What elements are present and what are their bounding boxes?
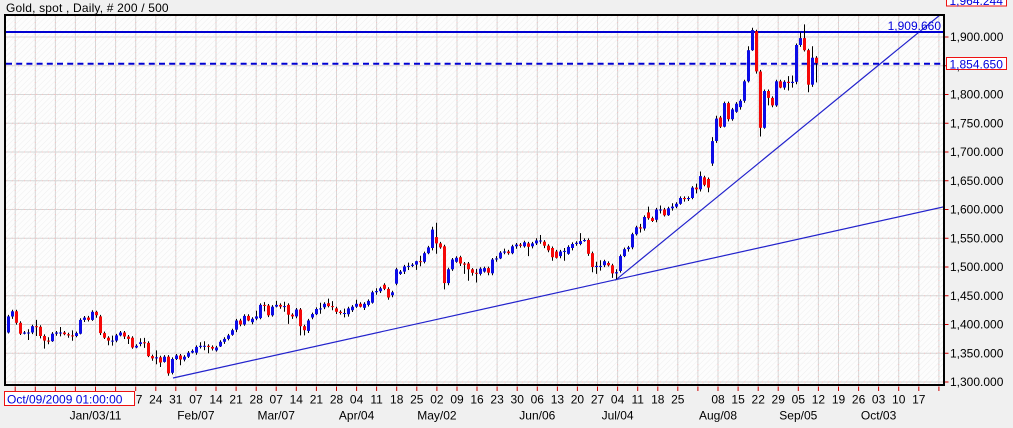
svg-text:05: 05 — [792, 393, 806, 407]
svg-text:06: 06 — [531, 393, 545, 407]
svg-text:14: 14 — [290, 393, 304, 407]
svg-text:Apr/04: Apr/04 — [339, 409, 375, 423]
svg-text:1,750.000: 1,750.000 — [950, 117, 1004, 131]
svg-text:10: 10 — [892, 393, 906, 407]
svg-text:20: 20 — [571, 393, 585, 407]
svg-text:18: 18 — [390, 393, 404, 407]
svg-text:Gold, spot , Daily, # 200 / 50: Gold, spot , Daily, # 200 / 500 — [6, 1, 169, 15]
svg-text:17: 17 — [912, 393, 926, 407]
svg-text:16: 16 — [470, 393, 484, 407]
svg-text:1,909.660: 1,909.660 — [888, 19, 942, 33]
svg-text:Sep/05: Sep/05 — [779, 409, 817, 423]
svg-text:26: 26 — [852, 393, 866, 407]
svg-text:1,854.650: 1,854.650 — [950, 57, 1004, 71]
svg-text:08: 08 — [711, 393, 725, 407]
svg-text:04: 04 — [350, 393, 364, 407]
svg-text:Jan/03/11: Jan/03/11 — [70, 409, 122, 423]
svg-text:07: 07 — [270, 393, 284, 407]
svg-text:21: 21 — [310, 393, 324, 407]
svg-text:Aug/08: Aug/08 — [699, 409, 737, 423]
svg-text:04: 04 — [611, 393, 625, 407]
svg-text:Oct/09/2009 01:00:00: Oct/09/2009 01:00:00 — [7, 393, 123, 407]
svg-text:25: 25 — [671, 393, 685, 407]
svg-text:1,900.000: 1,900.000 — [950, 30, 1004, 44]
svg-text:13: 13 — [551, 393, 565, 407]
svg-text:May/02: May/02 — [417, 409, 457, 423]
svg-text:14: 14 — [209, 393, 223, 407]
svg-text:1,400.000: 1,400.000 — [950, 318, 1004, 332]
svg-text:15: 15 — [731, 393, 745, 407]
svg-text:1,700.000: 1,700.000 — [950, 145, 1004, 159]
svg-text:1,450.000: 1,450.000 — [950, 289, 1004, 303]
svg-text:1,500.000: 1,500.000 — [950, 260, 1004, 274]
svg-text:1,650.000: 1,650.000 — [950, 174, 1004, 188]
svg-text:29: 29 — [772, 393, 786, 407]
svg-text:23: 23 — [490, 393, 504, 407]
svg-text:Jul/04: Jul/04 — [602, 409, 634, 423]
svg-text:1,300.000: 1,300.000 — [950, 375, 1004, 389]
svg-text:Feb/07: Feb/07 — [177, 409, 215, 423]
svg-text:1,550.000: 1,550.000 — [950, 231, 1004, 245]
svg-text:03: 03 — [872, 393, 886, 407]
svg-text:07: 07 — [189, 393, 203, 407]
svg-text:1,600.000: 1,600.000 — [950, 203, 1004, 217]
svg-text:30: 30 — [511, 393, 525, 407]
svg-text:11: 11 — [631, 393, 644, 407]
svg-text:1,800.000: 1,800.000 — [950, 88, 1004, 102]
svg-text:22: 22 — [752, 393, 766, 407]
svg-text:25: 25 — [410, 393, 424, 407]
svg-text:Oct/03: Oct/03 — [861, 409, 897, 423]
svg-text:02: 02 — [430, 393, 444, 407]
svg-text:11: 11 — [370, 393, 383, 407]
svg-text:1,964.244: 1,964.244 — [950, 0, 1004, 8]
svg-text:28: 28 — [250, 393, 264, 407]
svg-text:28: 28 — [330, 393, 344, 407]
svg-text:1,350.000: 1,350.000 — [950, 346, 1004, 360]
svg-text:24: 24 — [149, 393, 163, 407]
svg-text:21: 21 — [229, 393, 243, 407]
svg-text:12: 12 — [812, 393, 826, 407]
svg-text:Jun/06: Jun/06 — [519, 409, 555, 423]
svg-text:Mar/07: Mar/07 — [258, 409, 296, 423]
svg-text:31: 31 — [169, 393, 183, 407]
svg-text:09: 09 — [450, 393, 464, 407]
svg-text:27: 27 — [591, 393, 605, 407]
svg-text:19: 19 — [832, 393, 846, 407]
svg-text:18: 18 — [651, 393, 665, 407]
